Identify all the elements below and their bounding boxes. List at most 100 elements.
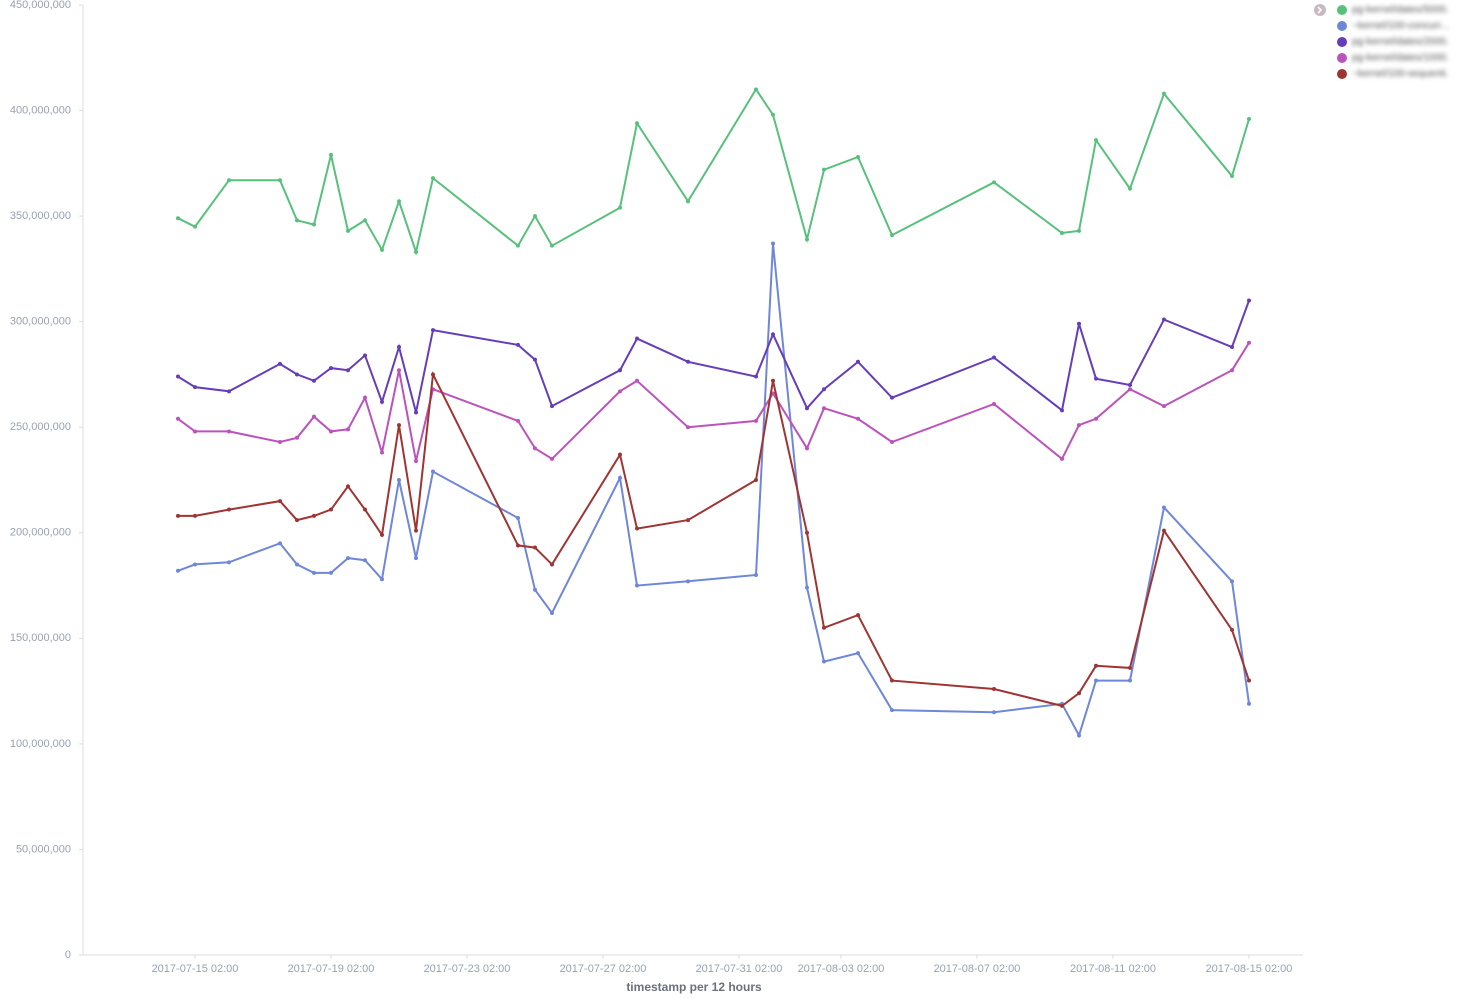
y-tick-label: 350,000,000 <box>10 210 71 222</box>
data-point <box>1060 408 1064 413</box>
data-point <box>1077 733 1081 738</box>
data-point <box>805 406 809 411</box>
y-tick-label: 150,000,000 <box>10 632 71 644</box>
data-point <box>550 611 554 615</box>
data-point <box>856 651 860 656</box>
data-point <box>533 357 537 362</box>
data-point <box>363 218 367 223</box>
data-point <box>805 530 809 535</box>
data-point <box>516 543 520 548</box>
x-tick-label: 2017-08-11 02:00 <box>1070 963 1156 975</box>
data-point <box>686 518 690 523</box>
data-point <box>805 446 809 451</box>
data-point <box>380 399 384 404</box>
data-point <box>1094 678 1098 683</box>
legend-label: pg-kernel/dates/1000. <box>1352 53 1449 64</box>
data-point <box>686 199 690 204</box>
x-tick-label: 2017-08-07 02:00 <box>934 963 1021 975</box>
legend-label: pg-kernel/dates/5000. <box>1352 5 1449 16</box>
data-point <box>1128 387 1132 392</box>
data-point <box>414 528 418 533</box>
data-point <box>227 178 231 183</box>
x-tick-label: 2017-07-31 02:00 <box>696 963 783 975</box>
legend-toggle[interactable] <box>1314 4 1326 16</box>
data-point <box>227 429 231 434</box>
data-point <box>890 233 894 238</box>
data-point <box>1230 627 1234 632</box>
data-point <box>856 613 860 618</box>
data-point <box>176 374 180 379</box>
data-point <box>822 387 826 392</box>
x-tick-label: 2017-08-15 02:00 <box>1206 963 1293 975</box>
data-point <box>754 418 758 423</box>
data-point <box>635 336 639 341</box>
data-point <box>414 556 418 561</box>
data-point <box>550 243 554 248</box>
data-point <box>1230 345 1234 349</box>
data-point <box>346 484 350 489</box>
data-point <box>363 558 367 563</box>
data-point <box>686 425 690 430</box>
data-point <box>1162 91 1166 96</box>
data-point <box>1230 174 1234 178</box>
data-point <box>533 214 537 219</box>
data-point <box>329 429 333 434</box>
series-line <box>177 87 1250 256</box>
data-point <box>516 516 520 520</box>
data-point <box>1128 678 1132 683</box>
data-point <box>805 585 809 590</box>
data-point <box>754 573 758 577</box>
data-point <box>176 568 180 573</box>
data-point <box>380 450 384 455</box>
data-point <box>856 416 860 421</box>
data-point <box>193 513 197 518</box>
data-point <box>1128 383 1132 387</box>
data-point <box>890 708 894 713</box>
data-point <box>380 247 384 252</box>
data-point <box>380 577 384 582</box>
data-point <box>805 237 809 242</box>
data-point <box>329 366 333 371</box>
data-point <box>550 456 554 461</box>
data-point <box>1230 579 1234 584</box>
data-point <box>618 452 622 457</box>
data-point <box>363 353 367 358</box>
data-point <box>686 579 690 584</box>
data-point <box>278 499 282 504</box>
data-point <box>278 178 282 183</box>
data-point <box>312 222 316 227</box>
data-point <box>771 241 775 246</box>
data-point <box>193 224 197 229</box>
x-tick-label: 2017-07-15 02:00 <box>152 963 239 975</box>
data-point <box>992 355 996 360</box>
data-point <box>1094 138 1098 143</box>
data-point <box>312 570 316 575</box>
data-point <box>618 205 622 210</box>
data-point <box>754 374 758 379</box>
data-point <box>754 478 758 482</box>
data-point <box>550 562 554 567</box>
data-point <box>822 406 826 411</box>
data-point <box>822 167 826 172</box>
data-point <box>1247 298 1251 303</box>
data-point <box>278 541 282 546</box>
data-point <box>1230 368 1234 373</box>
data-point <box>1162 404 1166 409</box>
data-point <box>1247 678 1251 683</box>
data-point <box>227 560 231 565</box>
data-point <box>431 328 435 333</box>
data-point <box>635 378 639 383</box>
data-point <box>771 112 775 117</box>
data-point <box>295 562 299 567</box>
legend-swatch <box>1337 69 1347 79</box>
data-point <box>686 359 690 364</box>
data-point <box>193 562 197 567</box>
data-point <box>618 389 622 394</box>
data-point <box>618 475 622 480</box>
y-tick-label: 200,000,000 <box>10 527 71 539</box>
series-line <box>177 342 1250 462</box>
data-point <box>346 427 350 432</box>
data-point <box>397 368 401 373</box>
data-point <box>1162 505 1166 510</box>
